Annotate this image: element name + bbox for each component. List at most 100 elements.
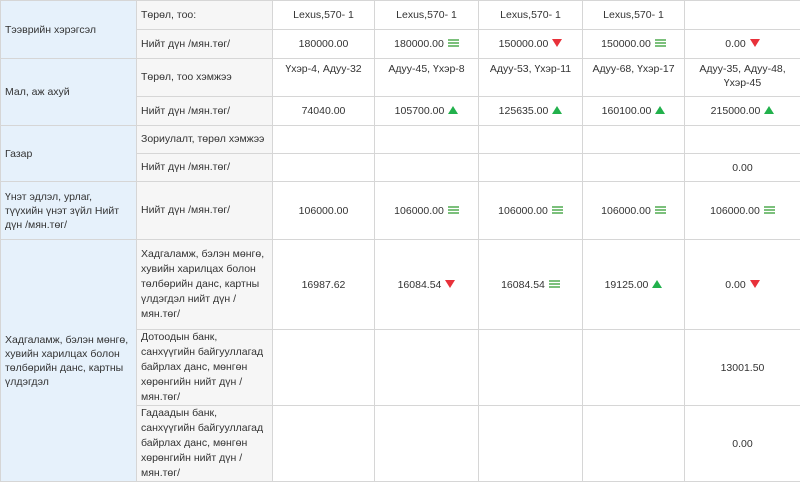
table-row: Нийт дүн /мян.төг/ 0.00 [1,153,800,182]
trend-up-icon [552,106,563,115]
value-cell: 180000.00 [374,29,479,59]
amount: 105700.00 [394,105,445,117]
amount: 125635.00 [498,105,549,117]
value-cell [272,405,375,482]
table-row: Дотоодын банк, санхүүгийн байгууллагад б… [1,329,800,406]
value-cell: 0.00 [684,405,800,482]
table-row: Үнэт эдлэл, урлаг, түүхийн үнэт зүйл Ний… [0,181,800,240]
value-cell: 16987.62 [272,239,375,330]
row-label: Нийт дүн /мян.төг/ [136,181,273,240]
row-label: Хадгаламж, бэлэн мөнгө, хувийн харилцах … [136,239,273,330]
row-label: Зориулалт, төрөл хэмжээ [136,125,273,154]
amount: 180000.00 [298,38,349,50]
table-row: Газар Зориулалт, төрөл хэмжээ [0,125,800,182]
value-cell: Адуу-45, Үхэр-8 [374,58,479,97]
amount: 106000.00 [601,204,651,217]
value-cell: 19125.00 [582,239,685,330]
table-row: Тээврийн хэрэгсэл Төрөл, тоо: Lexus,570-… [0,0,800,59]
amount: 106000.00 [710,204,760,217]
value-cell: 16084.54 [478,239,583,330]
category-cell: Хадгаламж, бэлэн мөнгө, хувийн харилцах … [0,239,137,482]
amount: 0.00 [725,278,746,291]
amount: 106000.00 [394,204,444,217]
row-label: Нийт дүн /мян.төг/ [136,153,273,182]
value-cell [478,405,583,482]
trend-down-icon [749,279,760,288]
value-cell: Lexus,570- 1 [374,0,479,30]
amount: 16084.54 [397,278,442,291]
value-cell: 16084.54 [374,239,479,330]
value-cell: 106000.00 [374,181,479,240]
value-cell: 215000.00 [684,96,800,126]
value-cell [684,125,800,154]
value-cell: Lexus,570- 1 [582,0,685,30]
value-cell [272,153,375,182]
amount: 150000.00 [498,38,549,50]
amount: 0.00 [725,38,746,50]
value-cell: 180000.00 [272,29,375,59]
trend-up-icon [764,106,775,115]
value-cell: Адуу-68, Үхэр-17 [582,58,685,97]
value-cell [478,153,583,182]
trend-equal-icon [654,39,666,48]
amount: 180000.00 [394,38,444,50]
value-cell: 106000.00 [684,181,800,240]
value-cell: Адуу-35, Адуу-48, Үхэр-45 [684,58,800,97]
trend-up-icon [652,279,663,288]
category-cell: Мал, аж ахуй [0,58,137,126]
table-row: Гадаадын банк, санхүүгийн байгууллагад б… [1,405,800,482]
category-cell: Үнэт эдлэл, урлаг, түүхийн үнэт зүйл Ний… [0,181,137,240]
value-cell: 106000.00 [582,181,685,240]
value-cell: 0.00 [684,153,800,182]
row-label: Төрөл, тоо хэмжээ [136,58,273,97]
category-cell: Тээврийн хэрэгсэл [0,0,137,59]
value-cell [272,125,375,154]
value-cell [478,125,583,154]
amount: 0.00 [732,161,753,174]
value-cell [272,329,375,406]
amount: 13001.50 [720,361,765,374]
trend-down-icon [552,39,563,48]
row-label: Нийт дүн /мян.төг/ [136,29,273,59]
value-cell: 160100.00 [582,96,685,126]
amount: 106000.00 [498,204,548,217]
row-label: Дотоодын банк, санхүүгийн байгууллагад б… [136,329,273,406]
value-cell [374,125,479,154]
value-cell: 106000.00 [478,181,583,240]
value-cell: 74040.00 [272,96,375,126]
row-label: Гадаадын банк, санхүүгийн байгууллагад б… [136,405,273,482]
value-cell: 105700.00 [374,96,479,126]
value-cell [374,153,479,182]
trend-equal-icon [447,205,459,214]
row-label: Төрөл, тоо: [136,0,273,30]
value-cell: Lexus,570- 1 [478,0,583,30]
value-cell: 0.00 [684,239,800,330]
amount: 215000.00 [710,105,761,117]
value-cell: 0.00 [684,29,800,59]
value-cell: Адуу-53, Үхэр-11 [478,58,583,97]
table-row: Мал, аж ахуй Төрөл, тоо хэмжээ Үхэр-4, А… [0,58,800,126]
trend-up-icon [448,106,459,115]
value-cell: 106000.00 [272,181,375,240]
row-label: Нийт дүн /мян.төг/ [136,96,273,126]
table-row: Хадгаламж, бэлэн мөнгө, хувийн харилцах … [0,239,800,482]
amount: 106000.00 [298,204,349,217]
amount: 74040.00 [301,105,346,117]
trend-up-icon [655,106,666,115]
value-cell: 125635.00 [478,96,583,126]
amount: 160100.00 [601,105,652,117]
amount: 0.00 [732,437,753,450]
value-cell [582,153,685,182]
amount: 16987.62 [301,278,346,291]
value-cell [582,329,685,406]
value-cell [478,329,583,406]
amount: 150000.00 [601,38,651,50]
value-cell: 150000.00 [582,29,685,59]
category-cell: Газар [0,125,137,182]
trend-equal-icon [763,205,775,214]
value-cell: 13001.50 [684,329,800,406]
trend-down-icon [445,279,456,288]
value-cell [374,405,479,482]
trend-down-icon [749,39,760,48]
